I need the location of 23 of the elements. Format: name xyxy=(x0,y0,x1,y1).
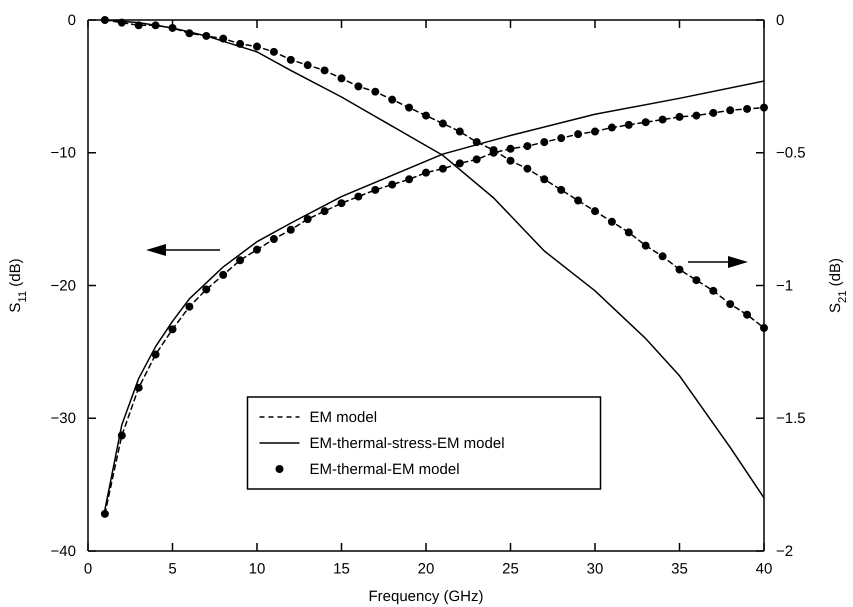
y-tick-label: −40 xyxy=(50,542,76,560)
x-tick-label: 5 xyxy=(168,560,177,578)
legend-label: EM-thermal-stress-EM model xyxy=(310,435,505,452)
x-axis-title: Frequency (GHz) xyxy=(368,588,484,605)
y2-tick-label: −1.5 xyxy=(776,410,806,428)
x-tick-label: 25 xyxy=(502,560,519,578)
y-tick-label: −10 xyxy=(50,144,76,162)
legend-label: EM model xyxy=(310,409,378,426)
y-tick-label: −30 xyxy=(50,410,76,428)
x-tick-label: 40 xyxy=(756,560,772,578)
y2-tick-label: −2 xyxy=(776,542,794,560)
x-tick-label: 35 xyxy=(671,560,688,578)
legend-label: EM-thermal-EM model xyxy=(310,461,460,478)
y2-tick-label: 0 xyxy=(776,12,784,29)
x-tick-label: 15 xyxy=(333,560,350,578)
x-tick-label: 20 xyxy=(418,560,434,578)
y-tick-label: 0 xyxy=(68,12,76,29)
y-tick-label: −20 xyxy=(50,277,76,294)
x-tick-label: 10 xyxy=(248,560,266,578)
x-tick-label: 30 xyxy=(586,560,604,578)
y2-tick-label: −0.5 xyxy=(776,144,806,162)
x-tick-label: 0 xyxy=(84,560,92,578)
y2-tick-label: −1 xyxy=(776,277,794,294)
